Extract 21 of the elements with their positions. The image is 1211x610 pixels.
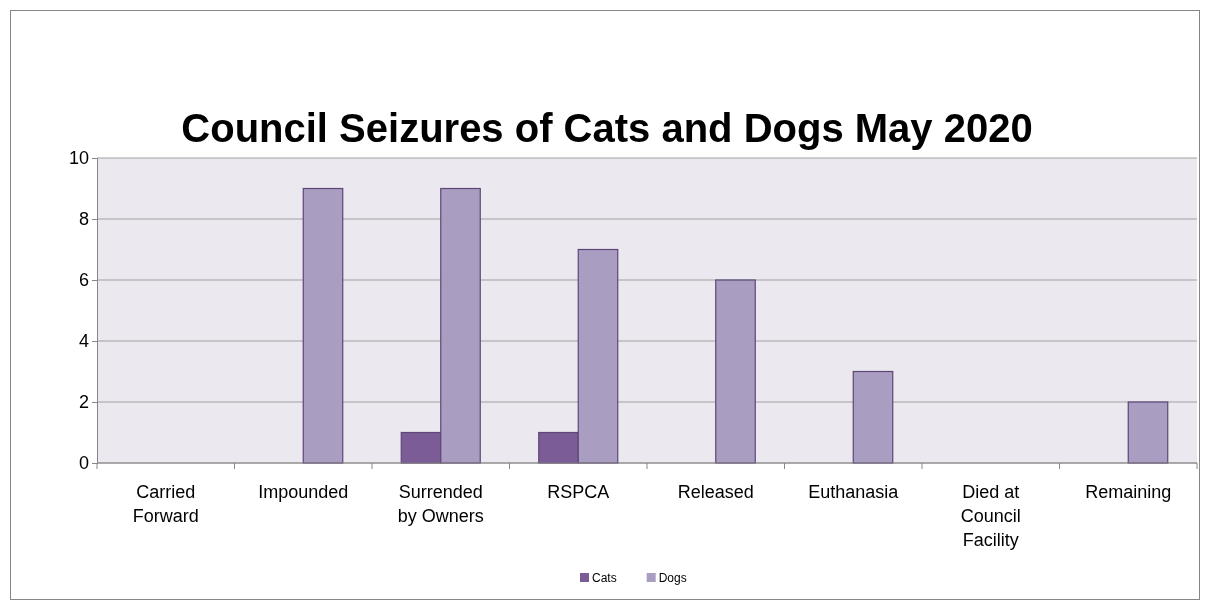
x-tick-label: Carried Forward <box>132 482 199 526</box>
y-tick-label: 2 <box>78 392 89 413</box>
legend-label: Dogs <box>658 571 687 585</box>
y-tick-label: 4 <box>78 331 89 352</box>
y-tick-label: 10 <box>68 148 89 169</box>
y-tick-label: 6 <box>78 270 89 291</box>
x-tick-label: Remaining <box>1085 482 1172 502</box>
x-tick-label: Surrended by Owners <box>397 482 484 526</box>
bar <box>302 187 344 464</box>
bar <box>852 370 894 464</box>
bar <box>715 279 756 464</box>
legend-label: Cats <box>592 571 617 585</box>
bar <box>1127 401 1169 464</box>
x-tick-label: Died at Council Facility <box>960 482 1021 550</box>
x-tick-label: Impounded <box>258 482 349 502</box>
x-tick-label: RSPCA <box>547 482 610 502</box>
y-tick-label: 8 <box>78 209 89 230</box>
chart-title: Council Seizures of Cats and Dogs May 2020 <box>181 106 1033 150</box>
x-tick-label: Euthanasia <box>808 482 900 502</box>
x-tick-label: Released <box>677 482 754 502</box>
y-tick-label: 0 <box>78 453 89 474</box>
